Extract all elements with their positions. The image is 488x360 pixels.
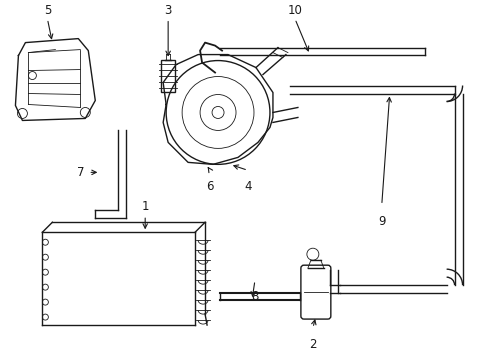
Text: 1: 1 [141, 200, 149, 213]
Bar [161, 59, 175, 91]
Text: 6: 6 [206, 180, 213, 193]
Text: 5: 5 [43, 4, 51, 17]
Text: 4: 4 [244, 180, 251, 193]
Text: 3: 3 [164, 4, 171, 17]
Text: 10: 10 [287, 4, 302, 17]
Text: 8: 8 [251, 290, 258, 303]
Text: 7: 7 [77, 166, 84, 179]
Text: 2: 2 [308, 338, 316, 351]
Text: 9: 9 [377, 215, 385, 228]
